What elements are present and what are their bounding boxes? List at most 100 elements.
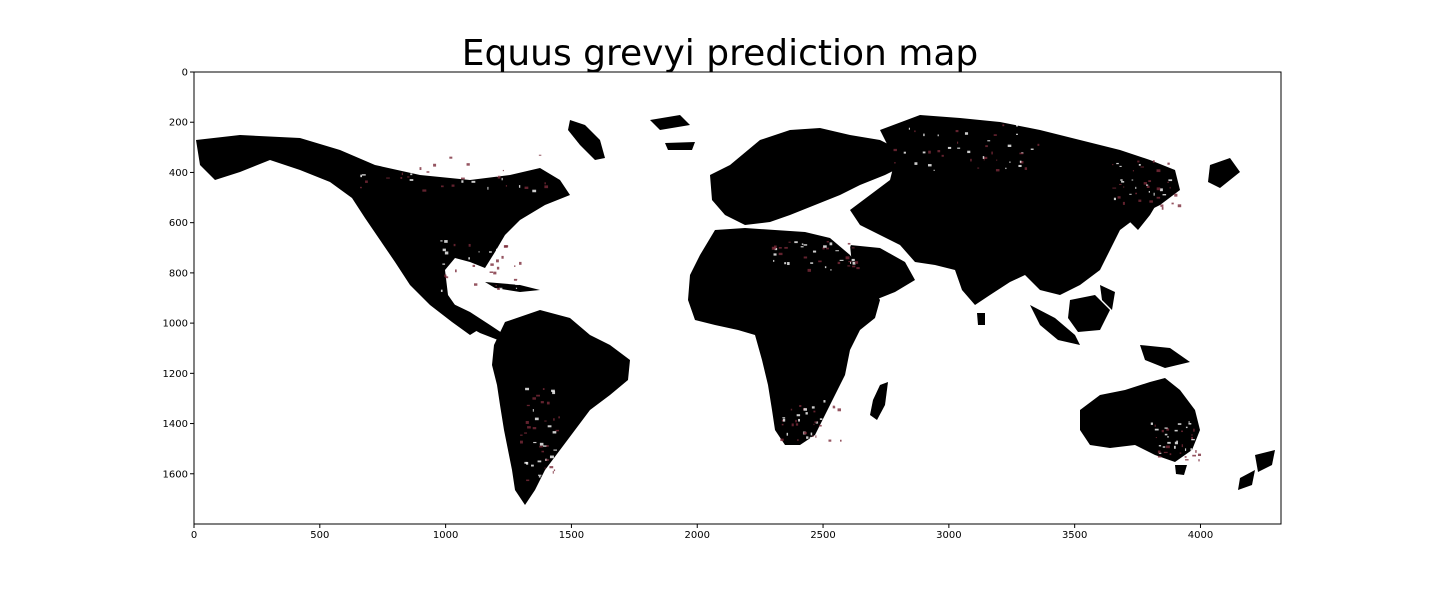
uncertainty-speck [798, 418, 800, 422]
uncertainty-speck [1030, 148, 1034, 150]
uncertainty-speck [532, 397, 536, 400]
uncertainty-speck [1121, 181, 1125, 183]
uncertainty-speck [1122, 201, 1125, 205]
uncertainty-speck [1120, 179, 1123, 181]
uncertainty-speck [784, 246, 788, 249]
philippines [1100, 285, 1115, 310]
uncertainty-speck [525, 387, 530, 391]
uncertainty-speck [818, 260, 822, 263]
uncertainty-speck [1132, 170, 1134, 172]
uncertainty-speck [532, 409, 534, 412]
uncertainty-speck [543, 157, 547, 160]
uncertainty-speck [516, 275, 520, 279]
uncertainty-speck [419, 171, 422, 175]
uncertainty-speck [1191, 434, 1193, 436]
uncertainty-speck [433, 163, 437, 167]
uncertainty-speck [440, 289, 443, 292]
uncertainty-speck [1131, 179, 1134, 181]
x-tick-label: 4000 [1188, 530, 1213, 541]
uncertainty-speck [826, 241, 829, 243]
uncertainty-speck [534, 417, 539, 421]
uncertainty-speck [933, 169, 935, 171]
uncertainty-speck [467, 274, 471, 276]
uncertainty-speck [449, 156, 453, 159]
uncertainty-speck [501, 255, 504, 259]
uncertainty-speck [847, 265, 851, 267]
uncertainty-speck [1173, 445, 1176, 449]
uncertainty-speck [489, 271, 494, 273]
uncertainty-speck [815, 435, 817, 438]
uncertainty-speck [553, 449, 557, 451]
uncertainty-speck [1019, 152, 1024, 155]
uncertainty-speck [558, 416, 560, 419]
uncertainty-speck [970, 158, 972, 162]
europe-landmass [710, 128, 905, 225]
uncertainty-speck [818, 424, 822, 427]
x-axis: 0 500 1000 1500 2000 2500 3000 3500 4000 [191, 524, 1213, 541]
uncertainty-speck [505, 185, 508, 187]
uncertainty-speck [441, 156, 443, 160]
uncertainty-speck [1177, 423, 1182, 425]
uncertainty-speck [360, 174, 363, 178]
uncertainty-speck [794, 241, 798, 244]
uncertainty-speck [1166, 428, 1170, 431]
uncertainty-speck [846, 244, 851, 247]
x-tick-label: 3500 [1062, 530, 1087, 541]
uncertainty-speck [444, 251, 449, 255]
madagascar [870, 382, 888, 420]
uncertainty-speck [795, 419, 797, 423]
uncertainty-speck [453, 243, 456, 247]
x-tick-label: 500 [310, 530, 329, 541]
uncertainty-speck [806, 436, 809, 439]
uncertainty-speck [1146, 185, 1150, 188]
uncertainty-speck [504, 245, 509, 248]
uncertainty-speck [1198, 459, 1200, 462]
uncertainty-speck [1195, 450, 1197, 453]
uncertainty-speck [851, 247, 855, 249]
uncertainty-speck [799, 404, 802, 407]
africa-landmass [688, 228, 880, 445]
uncertainty-speck [1157, 170, 1159, 172]
uncertainty-speck [1148, 180, 1152, 183]
y-axis: 0 200 400 600 800 1000 1200 1400 1600 [163, 68, 194, 480]
uncertainty-speck [778, 247, 782, 249]
uncertainty-speck [786, 432, 789, 436]
uncertainty-speck [434, 163, 438, 166]
uncertainty-speck [1174, 193, 1178, 197]
y-tick-label: 0 [182, 68, 188, 79]
uncertainty-speck [527, 426, 531, 429]
uncertainty-speck [422, 189, 427, 192]
uncertainty-speck [1116, 162, 1119, 165]
uncertainty-speck [856, 267, 860, 270]
uncertainty-speck [771, 246, 775, 250]
uncertainty-speck [835, 400, 840, 403]
uncertainty-speck [460, 177, 465, 180]
uncertainty-speck [937, 134, 939, 137]
uncertainty-speck [367, 155, 369, 157]
uncertainty-speck [495, 248, 498, 252]
uncertainty-speck [1181, 430, 1183, 433]
greenland-landmass [568, 120, 605, 160]
uncertainty-speck [835, 250, 839, 252]
uncertainty-speck [810, 432, 813, 436]
uncertainty-speck [520, 440, 523, 444]
uncertainty-speck [1156, 196, 1161, 199]
uncertainty-speck [1007, 144, 1012, 147]
uncertainty-speck [407, 176, 410, 178]
uncertainty-speck [778, 252, 783, 256]
uncertainty-speck [496, 276, 499, 278]
uncertainty-speck [1167, 162, 1170, 165]
uncertainty-speck [419, 167, 422, 171]
uncertainty-speck [1164, 433, 1168, 436]
y-tick-label: 600 [169, 218, 188, 229]
uncertainty-speck [800, 246, 804, 248]
uncertainty-speck [1117, 196, 1121, 199]
uncertainty-speck [553, 172, 557, 175]
uncertainty-speck [787, 262, 790, 266]
uncertainty-speck [790, 408, 793, 411]
uncertainty-speck [513, 240, 516, 242]
uncertainty-speck [852, 265, 856, 268]
uncertainty-speck [803, 244, 808, 246]
uncertainty-speck [495, 284, 497, 287]
uncertainty-speck [486, 155, 489, 158]
